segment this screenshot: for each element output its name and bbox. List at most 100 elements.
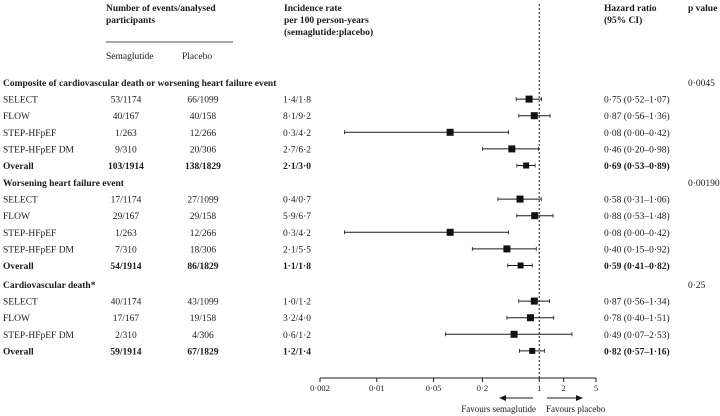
study-label: STEP-HFpEF bbox=[3, 229, 56, 239]
placebo-events: 40/158 bbox=[190, 112, 217, 122]
incidence-rate: 2·1/3·0 bbox=[283, 162, 311, 172]
header-placebo: Placebo bbox=[182, 52, 212, 62]
x-tick-label: 2 bbox=[562, 383, 566, 393]
incidence-rate: 1·2/1·4 bbox=[283, 347, 311, 357]
hr-marker bbox=[530, 297, 538, 305]
study-label: FLOW bbox=[3, 112, 30, 122]
study-label: STEP-HFpEF DM bbox=[3, 331, 75, 341]
section-p-value: 0·25 bbox=[688, 281, 706, 291]
hazard-ratio-text: 0·40 (0·15–0·92) bbox=[604, 244, 670, 255]
hazard-ratio-text: 0·49 (0·07–2·53) bbox=[604, 330, 670, 341]
placebo-events: 138/1829 bbox=[185, 162, 221, 172]
hazard-ratio-text: 0·46 (0·20–0·98) bbox=[604, 144, 670, 155]
hazard-ratio-text: 0·08 (0·00–0·42) bbox=[604, 128, 670, 139]
placebo-events: 29/158 bbox=[190, 212, 217, 222]
placebo-events: 12/266 bbox=[190, 129, 217, 139]
placebo-events: 20/306 bbox=[190, 145, 217, 155]
incidence-rate: 2·7/6·2 bbox=[283, 145, 311, 155]
hazard-ratio-text: 0·82 (0·57–1·16) bbox=[604, 346, 670, 357]
hazard-ratio-text: 0·08 (0·00–0·42) bbox=[604, 228, 670, 239]
x-tick-label: 1 bbox=[537, 383, 541, 393]
hr-marker bbox=[446, 128, 454, 136]
header-events-line1: Number of events/analysed bbox=[106, 4, 216, 14]
header-hr-line2: (95% CI) bbox=[604, 15, 642, 26]
incidence-rate: 1·4/1·8 bbox=[283, 96, 311, 106]
section-title: Worsening heart failure event bbox=[3, 179, 125, 189]
semaglutide-events: 7/310 bbox=[115, 245, 137, 255]
favours-right-label: Favours placebo bbox=[546, 404, 606, 414]
section-title: Cardiovascular death* bbox=[3, 281, 96, 291]
study-label: STEP-HFpEF DM bbox=[3, 245, 75, 255]
hr-marker bbox=[508, 145, 516, 153]
semaglutide-events: 9/310 bbox=[115, 145, 137, 155]
placebo-events: 27/1099 bbox=[187, 196, 218, 206]
hr-marker bbox=[503, 245, 511, 253]
hr-marker bbox=[510, 330, 518, 338]
placebo-events: 19/158 bbox=[190, 314, 217, 324]
study-label: SELECT bbox=[3, 196, 38, 206]
incidence-rate: 1·1/1·8 bbox=[283, 262, 311, 272]
semaglutide-events: 17/167 bbox=[113, 314, 140, 324]
overall-label: Overall bbox=[3, 262, 34, 272]
header-events-line2: participants bbox=[106, 16, 155, 26]
section-p-value: 0·00190 bbox=[688, 179, 720, 189]
forest-rows: Composite of cardiovascular death or wor… bbox=[3, 79, 720, 357]
placebo-events: 86/1829 bbox=[187, 262, 218, 272]
semaglutide-events: 103/1914 bbox=[108, 162, 144, 172]
study-label: STEP-HFpEF DM bbox=[3, 145, 75, 155]
incidence-rate: 0·3/4·2 bbox=[283, 229, 311, 239]
semaglutide-events: 40/167 bbox=[113, 112, 140, 122]
overall-estimate-marker bbox=[529, 347, 536, 354]
hr-marker bbox=[446, 228, 454, 236]
placebo-events: 67/1829 bbox=[187, 347, 218, 357]
semaglutide-events: 1/263 bbox=[115, 129, 137, 139]
placebo-events: 18/306 bbox=[190, 245, 217, 255]
hazard-ratio-text: 0·58 (0·31–1·06) bbox=[604, 195, 670, 206]
hazard-ratio-text: 0·87 (0·56–1·36) bbox=[604, 111, 670, 122]
overall-estimate-marker bbox=[523, 162, 530, 169]
placebo-events: 66/1099 bbox=[187, 96, 218, 106]
hr-marker bbox=[530, 112, 538, 120]
hazard-ratio-text: 0·88 (0·53–1·48) bbox=[604, 211, 670, 222]
hr-marker bbox=[516, 195, 524, 203]
semaglutide-events: 54/1914 bbox=[110, 262, 141, 272]
hazard-ratio-text: 0·75 (0·52–1·07) bbox=[604, 95, 670, 106]
x-tick-label: 0·002 bbox=[310, 383, 330, 393]
study-label: FLOW bbox=[3, 314, 30, 324]
semaglutide-events: 29/167 bbox=[113, 212, 140, 222]
hazard-ratio-text: 0·59 (0·41–0·82) bbox=[604, 261, 670, 272]
incidence-rate: 2·1/5·5 bbox=[283, 245, 311, 255]
semaglutide-events: 17/1174 bbox=[111, 196, 142, 206]
x-tick-label: 0·2 bbox=[477, 383, 488, 393]
semaglutide-events: 53/1174 bbox=[111, 96, 142, 106]
section-p-value: 0·0045 bbox=[688, 79, 715, 89]
incidence-rate: 3·2/4·0 bbox=[283, 314, 311, 324]
header-incidence-line1: Incidence rate bbox=[284, 4, 342, 14]
x-tick-label: 0·01 bbox=[369, 383, 385, 393]
study-label: SELECT bbox=[3, 96, 38, 106]
semaglutide-events: 1/263 bbox=[115, 229, 137, 239]
study-label: FLOW bbox=[3, 212, 30, 222]
favours-right-arrowhead bbox=[576, 395, 583, 401]
x-axis: 0·002 0·01 0·05 0·2 1 2 5 bbox=[310, 4, 598, 393]
hr-marker bbox=[526, 314, 534, 322]
x-tick-label: 0·05 bbox=[426, 383, 442, 393]
hr-marker bbox=[525, 95, 533, 103]
study-label: STEP-HFpEF bbox=[3, 129, 56, 139]
hazard-ratio-text: 0·87 (0·56–1·34) bbox=[604, 297, 670, 308]
placebo-events: 12/266 bbox=[190, 229, 217, 239]
study-label: SELECT bbox=[3, 298, 38, 308]
favours-left-arrowhead bbox=[499, 395, 506, 401]
header-incidence-line2: per 100 person-years bbox=[284, 16, 369, 26]
placebo-events: 4/306 bbox=[192, 331, 214, 341]
section-title: Composite of cardiovascular death or wor… bbox=[3, 79, 277, 89]
semaglutide-events: 40/1174 bbox=[111, 298, 142, 308]
incidence-rate: 0·6/1·2 bbox=[283, 331, 311, 341]
semaglutide-events: 59/1914 bbox=[110, 347, 141, 357]
header-hr-line1: Hazard ratio bbox=[604, 4, 657, 14]
incidence-rate: 1·0/1·2 bbox=[283, 298, 311, 308]
hr-marker bbox=[531, 212, 539, 220]
incidence-rate: 0·3/4·2 bbox=[283, 129, 311, 139]
overall-label: Overall bbox=[3, 347, 34, 357]
